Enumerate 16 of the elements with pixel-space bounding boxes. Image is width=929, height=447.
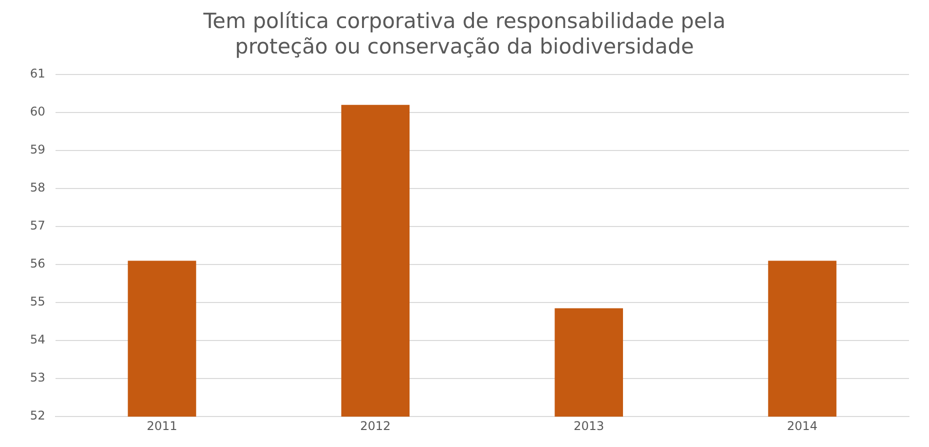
y-tick-label: 53 [30,370,46,385]
x-tick-label: 2014 [787,418,818,433]
y-tick-label: 58 [30,180,46,195]
text: Tem política corporativa de responsabilidade pela [203,9,726,34]
y-tick-label: 61 [30,66,46,81]
y-tick-label: 60 [30,104,46,119]
y-tick-label: 52 [30,408,46,423]
x-tick-label: 2011 [146,418,178,433]
x-tick-label: 2013 [574,418,604,433]
y-tick-label: 54 [30,332,46,347]
y-tick-label: 59 [30,142,46,157]
y-tick-label: 57 [30,218,46,233]
y-tick-label: 56 [30,256,46,271]
x-tick-label: 2012 [360,418,391,433]
y-tick-label: 55 [30,294,46,309]
text: proteção ou conservação da biodiversidade [235,34,694,58]
